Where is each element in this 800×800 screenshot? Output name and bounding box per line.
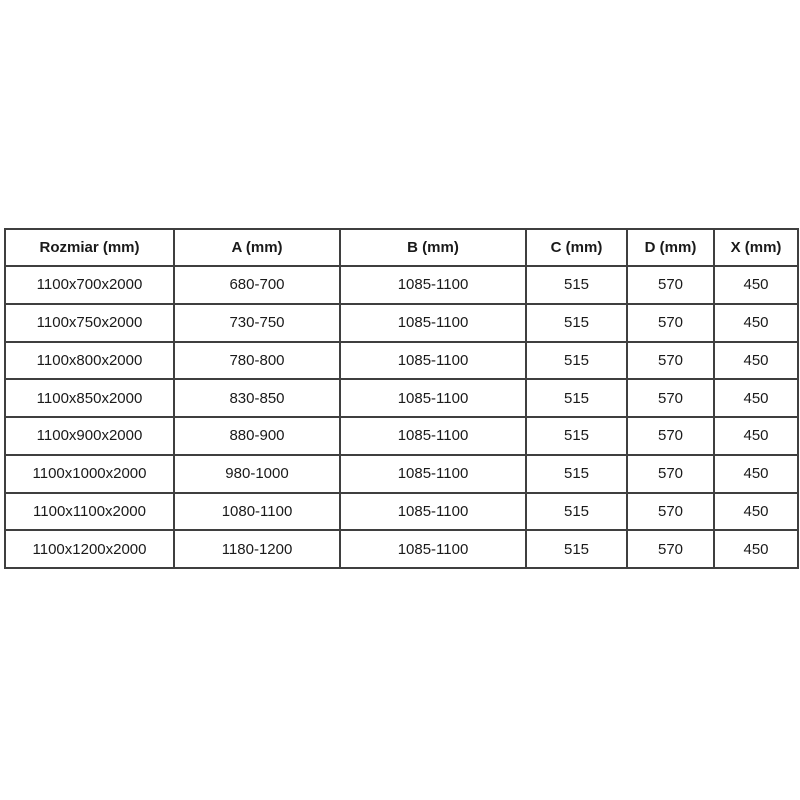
table-cell: 515 (525, 416, 628, 456)
table-cell: 450 (713, 378, 799, 418)
table-cell: 1100x800x2000 (4, 340, 175, 381)
table-cell: 1085-1100 (339, 265, 527, 305)
table-cell: 515 (525, 302, 628, 343)
size-spec-table-container: Rozmiar (mm) A (mm) B (mm) C (mm) D (mm) X (m… (4, 228, 799, 569)
table-cell: 450 (713, 491, 799, 532)
table-cell: 1100x1200x2000 (4, 529, 175, 569)
table-row: 1100x1200x2000 1180-1200 1085-1100 515 570 45… (4, 529, 799, 569)
column-header: X (mm) (713, 228, 799, 267)
table-cell: 570 (626, 265, 715, 305)
table-cell: 1085-1100 (339, 491, 527, 532)
table-cell: 1100x850x2000 (4, 378, 175, 418)
table-cell: 1080-1100 (173, 491, 341, 532)
table-cell: 450 (713, 529, 799, 569)
table-row: 1100x1100x2000 1080-1100 1085-1100 515 570 45… (4, 491, 799, 532)
table-row: 1100x900x2000 880-900 1085-1100 515 570 450 (4, 416, 799, 456)
size-spec-table: Rozmiar (mm) A (mm) B (mm) C (mm) D (mm) X (m… (4, 228, 799, 569)
column-header: C (mm) (525, 228, 628, 267)
table-cell: 570 (626, 340, 715, 381)
table-cell: 680-700 (173, 265, 341, 305)
table-cell: 730-750 (173, 302, 341, 343)
table-row: 1100x800x2000 780-800 1085-1100 515 570 450 (4, 340, 799, 381)
table-cell: 1100x700x2000 (4, 265, 175, 305)
table-cell: 570 (626, 302, 715, 343)
table-cell: 515 (525, 491, 628, 532)
table-cell: 570 (626, 491, 715, 532)
table-cell: 780-800 (173, 340, 341, 381)
table-body: 1100x700x2000 680-700 1085-1100 515 570 450 11… (4, 265, 799, 569)
table-header: Rozmiar (mm) A (mm) B (mm) C (mm) D (mm) X (m… (4, 228, 799, 267)
column-header: D (mm) (626, 228, 715, 267)
table-cell: 450 (713, 340, 799, 381)
column-header: A (mm) (173, 228, 341, 267)
table-cell: 570 (626, 453, 715, 494)
table-cell: 570 (626, 529, 715, 569)
table-cell: 1100x1000x2000 (4, 453, 175, 494)
table-cell: 1180-1200 (173, 529, 341, 569)
table-cell: 450 (713, 416, 799, 456)
table-cell: 1085-1100 (339, 378, 527, 418)
table-cell: 1085-1100 (339, 302, 527, 343)
table-row: 1100x1000x2000 980-1000 1085-1100 515 570 450 (4, 453, 799, 494)
table-cell: 1100x900x2000 (4, 416, 175, 456)
table-cell: 515 (525, 340, 628, 381)
table-header-row: Rozmiar (mm) A (mm) B (mm) C (mm) D (mm) X (m… (4, 228, 799, 267)
table-cell: 450 (713, 302, 799, 343)
table-cell: 570 (626, 416, 715, 456)
table-cell: 515 (525, 453, 628, 494)
table-cell: 450 (713, 453, 799, 494)
column-header: Rozmiar (mm) (4, 228, 175, 267)
table-cell: 880-900 (173, 416, 341, 456)
table-cell: 1085-1100 (339, 529, 527, 569)
table-cell: 1085-1100 (339, 416, 527, 456)
table-cell: 830-850 (173, 378, 341, 418)
table-cell: 450 (713, 265, 799, 305)
table-row: 1100x700x2000 680-700 1085-1100 515 570 450 (4, 265, 799, 305)
table-cell: 980-1000 (173, 453, 341, 494)
table-cell: 515 (525, 378, 628, 418)
table-row: 1100x850x2000 830-850 1085-1100 515 570 450 (4, 378, 799, 418)
table-cell: 515 (525, 265, 628, 305)
table-cell: 1085-1100 (339, 453, 527, 494)
column-header: B (mm) (339, 228, 527, 267)
table-cell: 1085-1100 (339, 340, 527, 381)
table-cell: 570 (626, 378, 715, 418)
table-cell: 1100x1100x2000 (4, 491, 175, 532)
table-cell: 1100x750x2000 (4, 302, 175, 343)
table-row: 1100x750x2000 730-750 1085-1100 515 570 450 (4, 302, 799, 343)
table-cell: 515 (525, 529, 628, 569)
